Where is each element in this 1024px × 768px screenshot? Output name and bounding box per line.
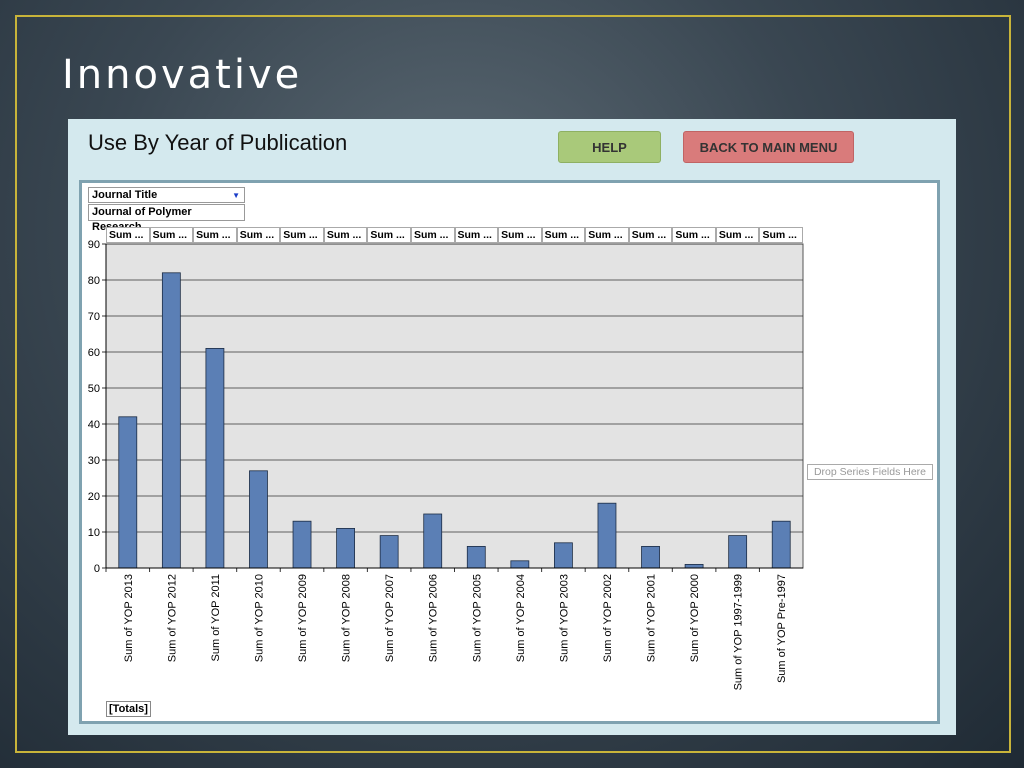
column-header[interactable]: Sum ... [323, 227, 368, 243]
x-tick-label: Sum of YOP 2008 [341, 574, 353, 662]
x-tick-label: Sum of YOP 2007 [384, 574, 396, 662]
column-headers: Sum ... Sum ... Sum ... Sum ... Sum ... Sum .… [106, 227, 803, 243]
y-tick-label: 10 [88, 527, 100, 539]
y-tick-label: 20 [88, 491, 100, 503]
bar [510, 560, 530, 569]
x-tick-label: Sum of YOP 1997-1999 [733, 574, 745, 690]
x-tick-label: Sum of YOP Pre-1997 [776, 574, 788, 683]
x-tick-label: Sum of YOP 2012 [166, 574, 178, 662]
totals-field[interactable]: [Totals] [106, 701, 151, 717]
bar [336, 527, 355, 569]
bar [205, 347, 225, 569]
y-tick-label: 70 [88, 311, 100, 323]
dropdown-arrow-icon[interactable]: ▼ [232, 191, 240, 200]
bar [249, 470, 268, 569]
filter-field-journal-title[interactable]: Journal Title ▼ [88, 187, 245, 203]
x-tick-label: Sum of YOP 2002 [602, 574, 614, 662]
y-tick-label: 60 [88, 347, 100, 359]
x-tick-label: Sum of YOP 2003 [558, 574, 570, 662]
bar [423, 513, 443, 569]
bar [554, 542, 573, 569]
bar [597, 502, 617, 569]
filter-field-label: Journal Title [92, 189, 158, 201]
drop-series-fields-zone[interactable]: Drop Series Fields Here [807, 464, 933, 480]
x-tick-label: Sum of YOP 2006 [428, 574, 440, 662]
slide-border [15, 15, 1011, 753]
form-panel: Use By Year of Publication HELP BACK TO … [68, 119, 956, 735]
y-tick-label: 80 [88, 275, 100, 287]
pivot-chart: Journal Title ▼ Journal of Polymer Resea… [79, 180, 940, 724]
column-header[interactable]: Sum ... [715, 227, 760, 243]
bar [771, 520, 791, 569]
bar [292, 520, 312, 569]
bar [466, 545, 486, 569]
bar [118, 416, 138, 569]
column-header[interactable]: Sum ... [410, 227, 455, 243]
bar [684, 563, 704, 569]
y-tick-label: 90 [88, 239, 100, 251]
x-tick-label: Sum of YOP 2009 [297, 574, 309, 662]
x-tick-label: Sum of YOP 2005 [471, 574, 483, 662]
y-tick-label: 30 [88, 455, 100, 467]
column-header[interactable]: Sum ... [498, 227, 542, 243]
bar [728, 535, 748, 569]
form-heading: Use By Year of Publication [88, 130, 348, 155]
column-header[interactable]: Sum ... [454, 227, 499, 243]
bar [161, 272, 181, 569]
column-header[interactable]: Sum ... [585, 227, 629, 243]
column-header[interactable]: Sum ... [280, 227, 324, 243]
y-tick-label: 0 [94, 563, 100, 575]
back-to-main-menu-button[interactable]: BACK TO MAIN MENU [683, 131, 854, 163]
y-tick-label: 40 [88, 419, 100, 431]
x-tick-label: Sum of YOP 2001 [646, 574, 658, 662]
column-header[interactable]: Sum ... [759, 227, 803, 243]
column-header[interactable]: Sum ... [193, 227, 237, 243]
column-header[interactable]: Sum ... [541, 227, 586, 243]
column-header[interactable]: Sum ... [672, 227, 716, 243]
help-button[interactable]: HELP [558, 131, 661, 163]
column-header[interactable]: Sum ... [236, 227, 281, 243]
x-tick-label: Sum of YOP 2000 [689, 574, 701, 662]
bar [641, 545, 660, 569]
column-header[interactable]: Sum ... [628, 227, 673, 243]
slide-title: Innovative [62, 52, 303, 98]
bar [379, 535, 399, 569]
column-header[interactable]: Sum ... [106, 227, 150, 243]
column-header[interactable]: Sum ... [149, 227, 194, 243]
x-tick-label: Sum of YOP 2011 [210, 574, 222, 661]
y-tick-label: 50 [88, 383, 100, 395]
chart-svg: 0 10 20 30 40 50 60 70 80 90 Sum of YOP 2013 Sum of… [88, 239, 804, 690]
x-tick-label: Sum of YOP 2010 [253, 574, 265, 662]
x-tick-label: Sum of YOP 2013 [123, 574, 135, 662]
column-header[interactable]: Sum ... [367, 227, 411, 243]
x-tick-label: Sum of YOP 2004 [515, 574, 527, 662]
